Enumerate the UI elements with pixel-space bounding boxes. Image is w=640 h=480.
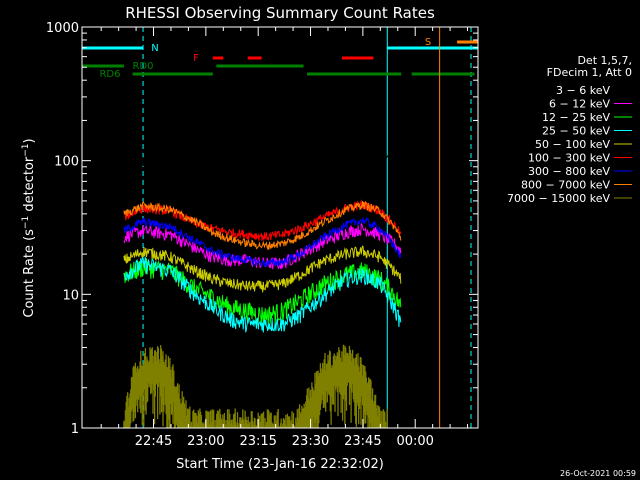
legend-header-1: FDecim 1, Att 0 xyxy=(547,66,632,79)
legend-entry-label-8: 7000 − 15000 keV xyxy=(507,192,610,205)
legend-entry-label-2: 12 − 25 keV xyxy=(542,111,610,124)
y-tick-label-2: 100 xyxy=(54,155,79,170)
legend-entry-label-4: 50 − 100 keV xyxy=(535,138,610,151)
legend-entry-label-1: 6 − 12 keV xyxy=(549,98,610,111)
y-label-mid: detector xyxy=(22,156,37,216)
legend-entry-label-5: 100 − 300 keV xyxy=(528,152,610,165)
annotation-f-label: F xyxy=(193,53,199,64)
axes: 22:45 23:00 23:15 23:30 23:45 00:00 1 10 100 1000 xyxy=(46,21,479,449)
series-line-4 xyxy=(123,245,402,293)
chart-title: RHESSI Observing Summary Count Rates xyxy=(125,4,435,22)
x-tick-label-4: 23:45 xyxy=(344,434,381,449)
y-label-sup1: −1 xyxy=(21,216,31,229)
x-tick-label-3: 23:30 xyxy=(292,434,329,449)
legend-entry-label-7: 800 − 7000 keV xyxy=(521,179,610,192)
x-tick-label-0: 22:45 xyxy=(135,434,172,449)
legend-entry-label-6: 300 − 800 keV xyxy=(528,165,610,178)
x-axis-label: Start Time (23-Jan-16 22:32:02) xyxy=(176,457,384,472)
generated-timestamp: 26-Oct-2021 00:59 xyxy=(560,469,636,478)
series-line-6 xyxy=(123,216,402,268)
series-line-8 xyxy=(123,344,388,428)
x-tick-label-1: 23:00 xyxy=(187,434,224,449)
series-line-0-shadow xyxy=(123,152,402,168)
x-tick-label-5: 00:00 xyxy=(396,434,433,449)
series-group xyxy=(123,152,402,428)
annotation-rd0-label: RD0 xyxy=(132,61,153,72)
plot-frame xyxy=(81,26,479,429)
annotation-s-label: S xyxy=(425,37,431,48)
y-label-sup2: −1 xyxy=(21,143,31,156)
legend-entry-label-0: 3 − 6 keV xyxy=(556,84,610,97)
series-line-7 xyxy=(123,200,402,251)
annotation-n-label: N xyxy=(151,43,158,54)
y-tick-label-0: 1 xyxy=(71,422,79,437)
y-tick-label-1: 10 xyxy=(62,288,79,303)
y-label-end: ) xyxy=(22,138,37,143)
y-tick-label-3: 1000 xyxy=(46,21,79,36)
legend-entry-label-3: 25 − 50 keV xyxy=(542,125,610,138)
series-line-3 xyxy=(123,255,402,333)
y-label-main: Count Rate (s xyxy=(22,229,37,318)
y-axis-label: Count Rate (s−1 detector−1) xyxy=(21,138,37,317)
x-tick-label-2: 23:15 xyxy=(239,434,276,449)
legend-header-0: Det 1,5,7, xyxy=(577,54,632,67)
annotation-rd6-label: RD6 xyxy=(99,69,120,80)
